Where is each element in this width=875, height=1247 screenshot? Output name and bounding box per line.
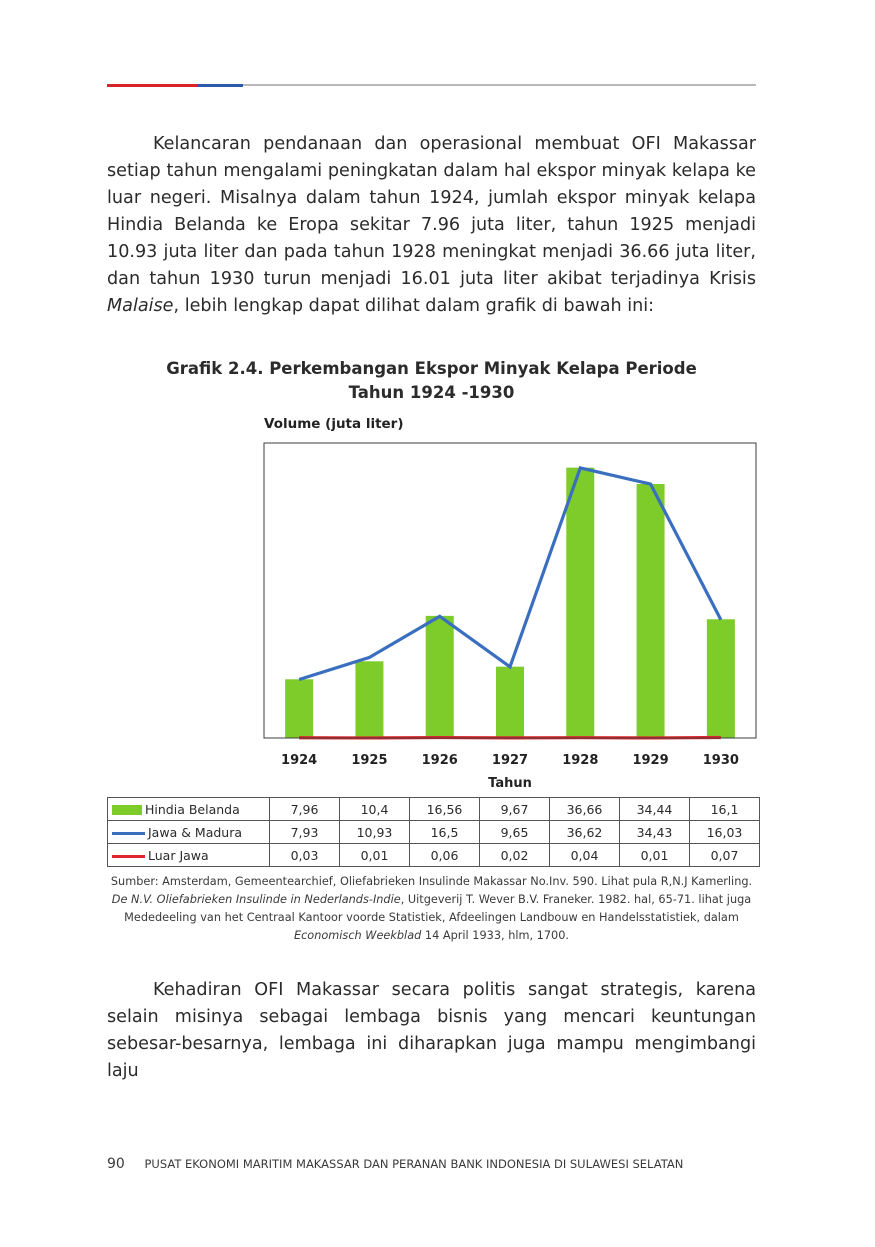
paragraph-1-text: Kelancaran pendanaan dan operasional mem… [107,134,756,289]
page-footer: 90 PUSAT EKONOMI MARITIM MAKASSAR DAN PE… [107,1156,683,1172]
paragraph-1-italic: Malaise [107,296,174,316]
bar-1924 [285,679,314,738]
chart-title-line-1: Grafik 2.4. Perkembangan Ekspor Minyak K… [166,359,697,378]
bar-1928 [566,467,595,738]
table-cell: 16,03 [689,820,760,844]
table-cell: 9,67 [479,797,550,821]
legend-label: Hindia Belanda [145,801,240,817]
x-tick-label-1926: 1926 [422,753,458,768]
x-tick-label-1925: 1925 [351,753,387,768]
x-tick-label-1924: 1924 [281,753,317,768]
export-chart: Volume (juta liter) 1924 1925 1926 1927 1928 1… [263,416,757,791]
table-cell: 0,04 [549,843,620,867]
table-cell: 7,96 [269,797,340,821]
chart-source-note: Sumber: Amsterdam, Gemeentearchief, Olie… [107,873,756,945]
page-number: 90 [107,1156,125,1172]
chart-data-table: Hindia Belanda 7,96 10,4 16,56 9,67 36,66 34,4… [107,797,760,867]
header-rule-red-accent [107,84,197,87]
bar-1925 [355,661,384,738]
table-cell: 0,06 [409,843,480,867]
running-title: PUSAT EKONOMI MARITIM MAKASSAR DAN PERAN… [144,1157,684,1171]
legend-label: Jawa & Madura [148,824,243,840]
chart-title-line-2: Tahun 1924 -1930 [348,383,515,402]
legend-entry: Luar Jawa [107,843,270,867]
table-cell: 0,03 [269,843,340,867]
source-italic-1: De N.V. Oliefabrieken Insulinde in Neder… [111,893,401,906]
table-cell: 34,44 [619,797,690,821]
x-axis-label: Tahun [488,776,532,791]
table-cell: 0,07 [689,843,760,867]
body-paragraph-1: Kelancaran pendanaan dan operasional mem… [107,131,756,320]
legend-swatch [112,805,142,815]
legend-swatch [112,831,145,835]
bar-1929 [636,484,665,738]
table-cell: 34,43 [619,820,690,844]
table-row: Hindia Belanda 7,96 10,4 16,56 9,67 36,66 34,4… [107,797,760,821]
source-text-2: , Uitgeverij T. Wever B.V. Franeker. 198… [124,893,752,924]
source-italic-2: Economisch Weekblad [293,929,422,942]
chart-title: Grafik 2.4. Perkembangan Ekspor Minyak K… [107,357,756,405]
bar-1930 [706,619,735,738]
table-cell: 0,02 [479,843,550,867]
table-cell: 9,65 [479,820,550,844]
table-cell: 36,66 [549,797,620,821]
body-paragraph-2: Kehadiran OFI Makassar secara politis sa… [107,977,756,1085]
legend-entry: Hindia Belanda [107,797,270,821]
legend-swatch [112,854,145,858]
paragraph-2-text: Kehadiran OFI Makassar secara politis sa… [107,980,756,1081]
legend-label: Luar Jawa [148,847,209,863]
legend-entry: Jawa & Madura [107,820,270,844]
table-cell: 10,4 [339,797,410,821]
table-cell: 0,01 [619,843,690,867]
table-row: Jawa & Madura 7,93 10,93 16,5 9,65 36,62 34,43… [107,820,760,844]
y-axis-label: Volume (juta liter) [264,416,404,432]
header-rule [107,84,756,86]
table-row: Luar Jawa 0,03 0,01 0,06 0,02 0,04 0,01 0,07 [107,843,760,867]
x-tick-label-1929: 1929 [632,753,668,768]
table-cell: 7,93 [269,820,340,844]
x-tick-label-1927: 1927 [492,753,528,768]
header-rule-blue-accent [197,84,243,87]
table-cell: 16,56 [409,797,480,821]
x-tick-label-1930: 1930 [703,753,739,768]
bar-1927 [496,666,524,738]
table-cell: 0,01 [339,843,410,867]
table-cell: 10,93 [339,820,410,844]
line-series-1 [298,466,723,682]
source-text-1: Sumber: Amsterdam, Gemeentearchief, Olie… [110,875,753,888]
paragraph-1-text-end: , lebih lengkap dapat dilihat dalam graf… [173,296,655,316]
table-cell: 36,62 [549,820,620,844]
source-text-3: 14 April 1933, hlm, 1700. [421,929,570,942]
bar-1926 [425,615,454,738]
table-cell: 16,5 [409,820,480,844]
table-cell: 16,1 [689,797,760,821]
x-tick-label-1928: 1928 [562,753,598,768]
